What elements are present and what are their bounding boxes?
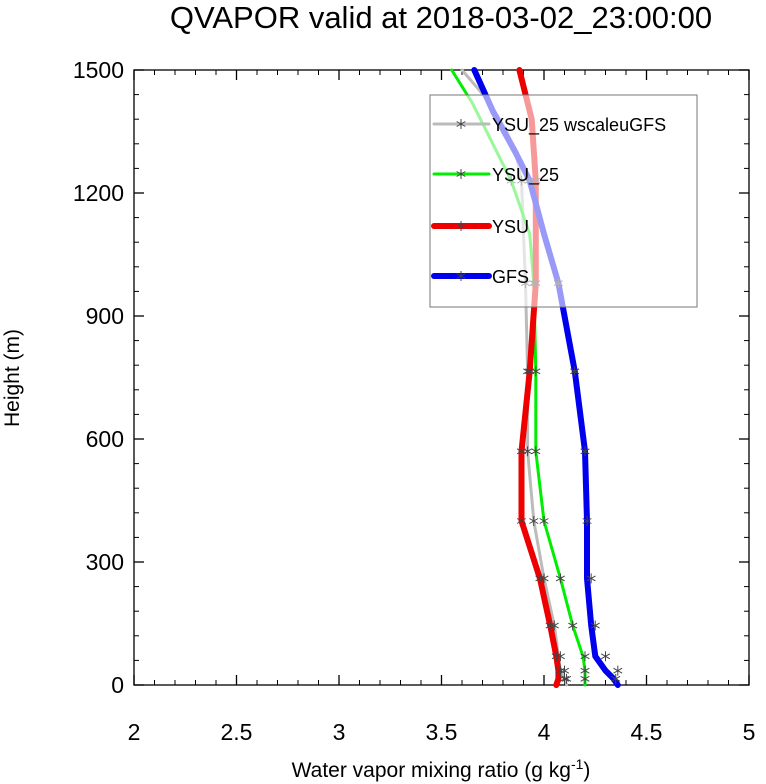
data-point-marker xyxy=(535,573,545,584)
legend-marker-3 xyxy=(456,271,466,281)
legend-box xyxy=(429,94,698,308)
y-axis: 0 300 600 900 1200 1500 xyxy=(73,57,749,698)
legend: YSU_25 wscaleuGFS YSU_25 YSU GFS xyxy=(429,94,698,308)
data-point-marker xyxy=(555,573,565,584)
y-tick-label: 1500 xyxy=(73,57,124,83)
chart-title: QVAPOR valid at 2018-03-02_23:00:00 xyxy=(170,0,712,35)
data-point-marker xyxy=(580,651,590,662)
y-tick-label: 600 xyxy=(86,426,124,452)
y-tick-label: 1200 xyxy=(73,180,124,206)
x-axis-label: Water vapor mixing ratio (g kg-1) xyxy=(292,756,591,782)
data-point-marker xyxy=(613,665,623,676)
data-point-marker xyxy=(551,651,561,662)
data-point-marker xyxy=(523,446,533,457)
data-point-marker xyxy=(586,573,596,584)
data-point-marker xyxy=(611,673,621,684)
legend-label-0: YSU_25 wscaleuGFS xyxy=(492,115,666,136)
legend-label-1: YSU_25 xyxy=(492,165,559,186)
legend-marker-0 xyxy=(456,119,466,129)
y-tick-label: 900 xyxy=(86,303,124,329)
y-axis-label: Height (m) xyxy=(1,329,24,427)
x-tick-label: 4 xyxy=(538,719,551,745)
data-point-marker xyxy=(531,366,541,377)
data-point-marker xyxy=(555,651,565,662)
x-tick-label: 4.5 xyxy=(631,719,663,745)
x-tick-label: 3.5 xyxy=(426,719,458,745)
data-point-marker xyxy=(539,516,549,526)
data-point-marker xyxy=(549,620,559,631)
x-tick-label: 3 xyxy=(333,719,346,745)
legend-marker-2 xyxy=(456,221,466,231)
data-point-marker xyxy=(582,516,592,526)
y-tick-label: 0 xyxy=(111,672,124,698)
data-point-marker xyxy=(568,620,578,631)
data-point-marker xyxy=(555,665,565,676)
x-tick-label: 2 xyxy=(128,719,141,745)
data-point-marker xyxy=(545,620,555,631)
legend-label-3: GFS xyxy=(492,267,529,287)
x-axis: 2 2.5 3 3.5 4 4.5 5 xyxy=(128,70,756,745)
data-point-marker xyxy=(590,620,600,631)
data-point-marker xyxy=(570,366,580,377)
data-point-marker xyxy=(561,673,572,684)
y-tick-label: 300 xyxy=(86,549,124,575)
x-tick-label: 2.5 xyxy=(221,719,253,745)
x-tick-label: 5 xyxy=(743,719,756,745)
data-point-marker xyxy=(529,516,539,526)
data-point-marker xyxy=(600,651,611,662)
data-point-marker xyxy=(523,366,533,377)
data-point-marker xyxy=(516,516,527,526)
legend-label-2: YSU xyxy=(492,217,529,237)
data-point-marker xyxy=(531,446,541,457)
data-point-marker xyxy=(539,573,549,584)
data-point-marker xyxy=(559,665,570,676)
data-point-marker xyxy=(580,665,590,676)
legend-marker-1 xyxy=(456,169,466,179)
data-point-marker xyxy=(580,446,590,457)
